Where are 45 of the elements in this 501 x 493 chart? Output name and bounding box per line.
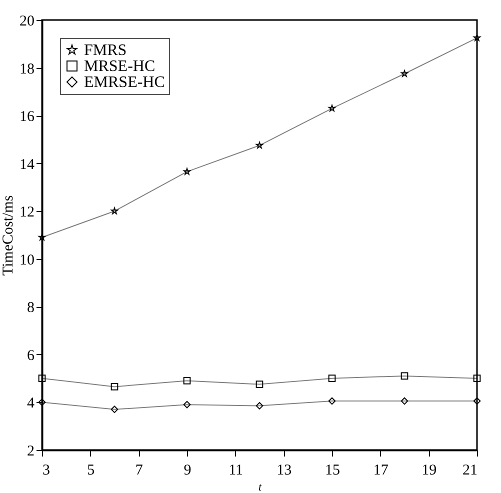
y-tick-label: 20 (20, 14, 34, 30)
x-tick-label: 17 (373, 462, 389, 478)
x-tick-label: 19 (422, 462, 437, 478)
x-tick-label: 21 (462, 462, 478, 478)
legend-label: EMRSE-HC (84, 74, 165, 91)
x-axis-title: t (258, 482, 262, 493)
point (400, 70, 408, 77)
x-tick-label: 13 (276, 462, 292, 478)
point (38, 234, 46, 240)
x-tick-label: 15 (325, 462, 340, 478)
y-tick-label: 14 (20, 156, 35, 173)
point (473, 34, 481, 41)
y-axis-title: TimeCost/ms (0, 195, 16, 276)
y-tick-label: 4 (27, 396, 35, 412)
point (473, 397, 481, 405)
legend-label: FMRS (84, 42, 127, 59)
x-tick-label: 9 (184, 462, 192, 478)
x-tick-label: 7 (135, 462, 144, 478)
point (183, 168, 191, 175)
point (256, 380, 264, 388)
point (328, 397, 336, 405)
y-tick-label: 8 (27, 300, 34, 316)
point (473, 374, 481, 382)
point (328, 374, 336, 382)
legend-label: MRSE-HC (84, 58, 156, 75)
point (400, 372, 408, 380)
point (256, 402, 264, 410)
point (38, 374, 46, 382)
point (400, 397, 408, 405)
y-tick-label: 6 (27, 348, 35, 364)
point (110, 406, 118, 414)
y-tick-label: 10 (20, 252, 34, 268)
point (328, 104, 336, 112)
y-tick-label: 18 (20, 61, 34, 78)
y-tick-label: 2 (27, 444, 34, 460)
point (256, 142, 264, 148)
point (183, 400, 191, 408)
y-tick-label: 12 (20, 204, 34, 221)
point (110, 383, 118, 390)
x-tick-label: 3 (42, 462, 50, 478)
x-tick-label: 11 (228, 462, 244, 478)
point (110, 207, 118, 214)
point (183, 377, 191, 384)
x-tick-label: 5 (87, 462, 95, 478)
y-tick-label: 16 (20, 109, 35, 126)
